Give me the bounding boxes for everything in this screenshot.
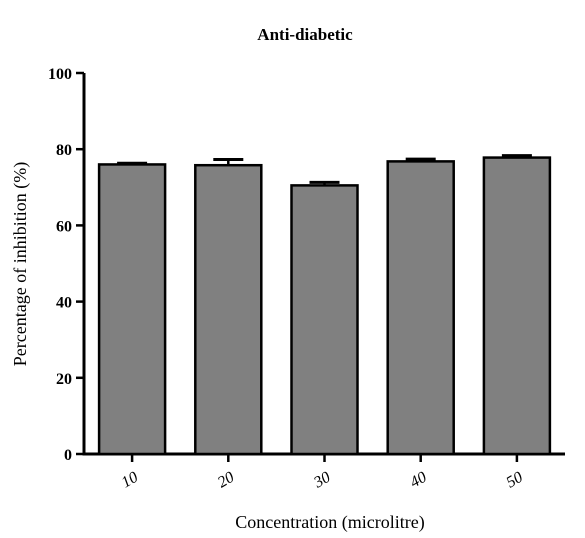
y-tick-label: 40	[56, 295, 72, 312]
x-ticks: 10 20 30 40 50	[119, 454, 526, 492]
x-axis-label: Concentration (microlitre)	[235, 512, 424, 533]
bars	[97, 154, 552, 456]
y-tick-label: 80	[56, 142, 72, 159]
bar	[386, 160, 455, 456]
x-tick-label: 40	[407, 469, 429, 492]
y-tick-label: 100	[48, 66, 72, 83]
bar	[482, 156, 552, 456]
bar	[194, 163, 263, 456]
y-ticks: 0 20 40 60 80 100	[48, 66, 84, 464]
bar	[290, 184, 359, 456]
x-tick-label: 30	[310, 469, 333, 492]
y-axis-label: Percentage of inhibition (%)	[10, 162, 31, 366]
bar	[97, 163, 167, 456]
x-tick-label: 50	[503, 469, 525, 492]
x-tick-label: 20	[215, 469, 237, 492]
y-tick-label: 60	[56, 218, 72, 235]
x-tick-label: 10	[119, 469, 141, 492]
y-tick-label: 20	[56, 371, 72, 388]
y-tick-label: 0	[64, 447, 72, 464]
chart-title: Anti-diabetic	[257, 25, 353, 44]
